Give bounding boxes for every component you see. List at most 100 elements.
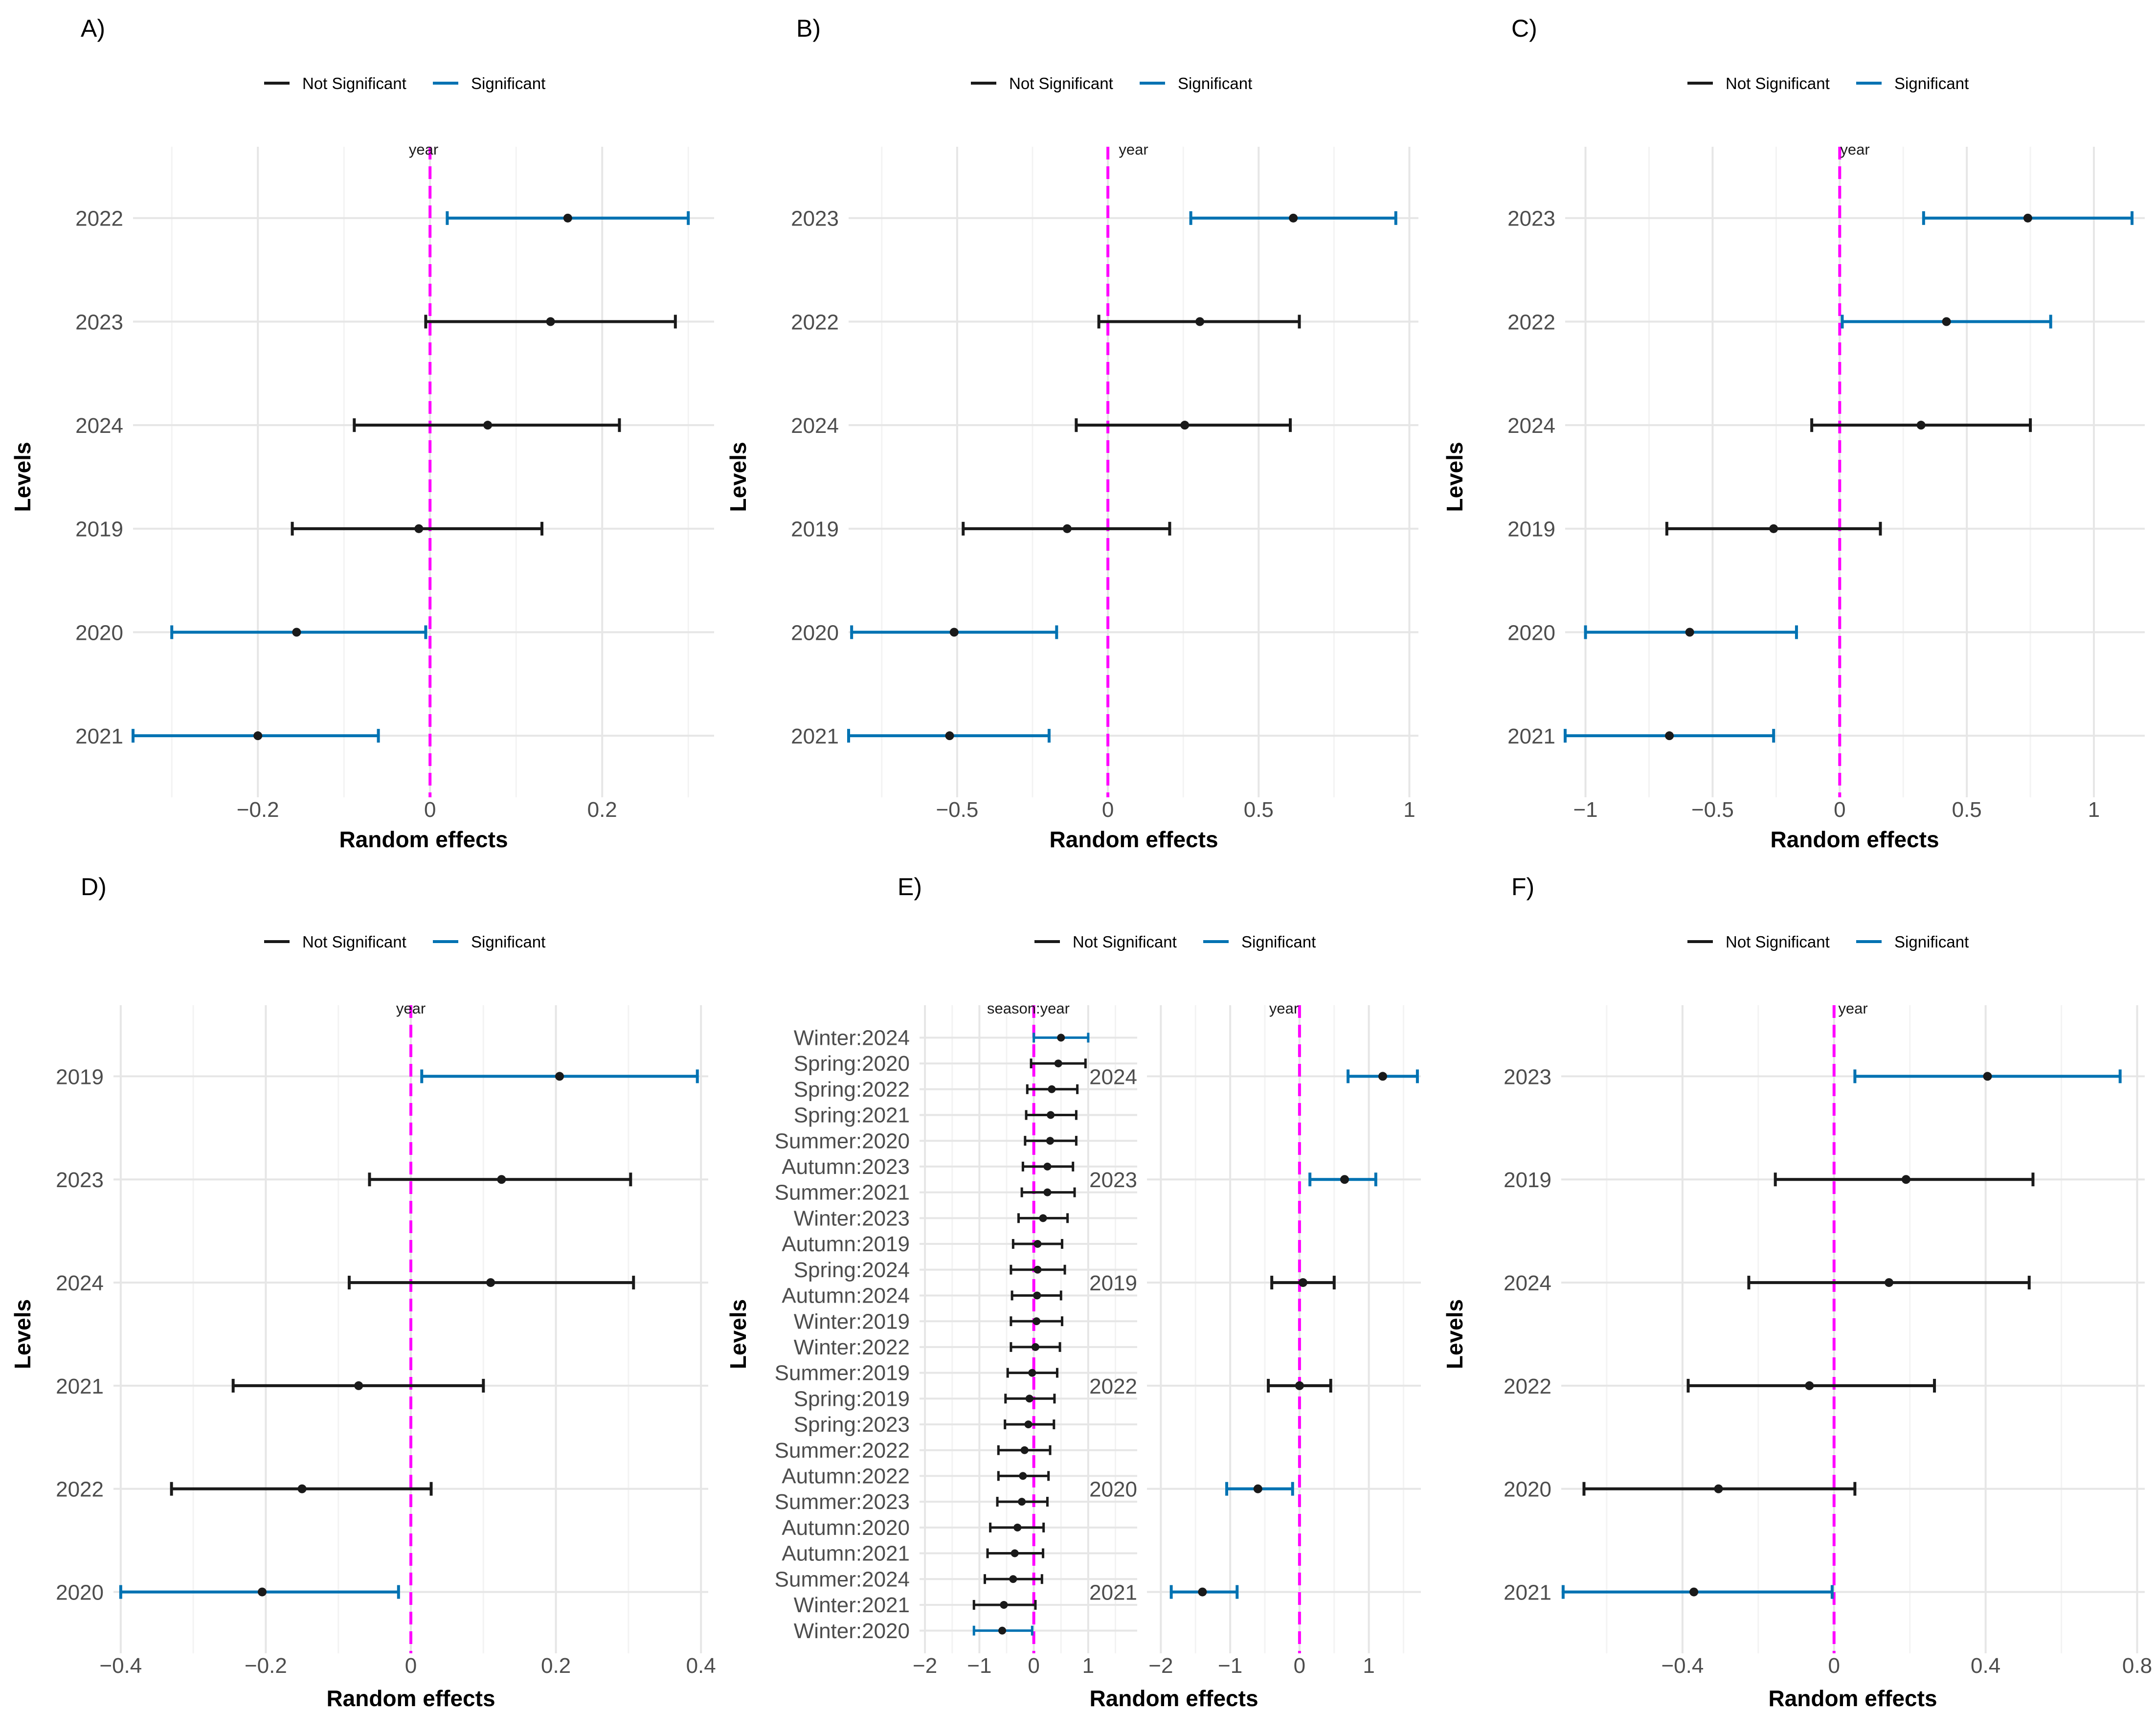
y-tick-label: Winter:2019 [794, 1309, 910, 1333]
y-tick-label: Summer:2020 [775, 1129, 910, 1153]
y-tick-label: 2021 [791, 724, 839, 748]
y-tick-label: 2022 [75, 207, 123, 231]
legend-label-significant: Significant [1178, 74, 1252, 92]
y-tick-label: 2023 [1504, 1065, 1551, 1089]
x-tick-label: 1 [1082, 1654, 1094, 1678]
estimate-point [1043, 1162, 1052, 1171]
y-tick-label: 2023 [56, 1168, 104, 1192]
estimate-point [1916, 421, 1926, 430]
estimate-point [1057, 1034, 1065, 1042]
y-tick-label: Spring:2020 [794, 1052, 910, 1076]
estimate-point [1062, 524, 1072, 533]
y-tick-label: 2024 [1504, 1271, 1551, 1295]
panel-label: B) [796, 15, 821, 42]
estimate-point [1033, 1317, 1041, 1326]
y-axis-title: Levels [725, 1299, 751, 1369]
y-tick-label: Spring:2019 [794, 1387, 910, 1411]
y-tick-label: 2023 [75, 310, 123, 334]
y-tick-label: Spring:2023 [794, 1413, 910, 1437]
estimate-point [563, 213, 572, 223]
x-axis-title: Random effects [1768, 1686, 1937, 1711]
x-tick-label: −2 [913, 1654, 937, 1678]
estimate-point [1805, 1381, 1814, 1390]
y-tick-label: 2021 [1507, 724, 1555, 748]
estimate-point [1033, 1291, 1041, 1300]
x-tick-label: 0.2 [541, 1654, 571, 1678]
facet-strip-label: year [409, 141, 438, 158]
panel-label: A) [81, 15, 105, 42]
estimate-point [555, 1072, 564, 1081]
x-tick-label: 0.5 [1952, 798, 1982, 822]
estimate-point [1054, 1059, 1062, 1068]
y-axis-title: Levels [725, 442, 751, 512]
estimate-point [546, 317, 555, 326]
y-tick-label: 2023 [791, 207, 839, 231]
facet-strip-label: season:year [987, 1000, 1070, 1017]
y-tick-label: Summer:2021 [775, 1181, 910, 1205]
estimate-point [1769, 524, 1778, 533]
legend-label-significant: Significant [471, 74, 545, 92]
estimate-point [1180, 421, 1190, 430]
y-tick-label: Winter:2022 [794, 1335, 910, 1359]
estimate-point [1253, 1484, 1262, 1493]
x-tick-label: 0 [1294, 1654, 1305, 1678]
y-tick-label: 2021 [1504, 1580, 1551, 1604]
estimate-point [1043, 1188, 1052, 1196]
y-tick-label: 2024 [1507, 414, 1555, 438]
estimate-point [414, 524, 424, 533]
estimate-point [1019, 1472, 1027, 1480]
estimate-point [1028, 1369, 1036, 1377]
x-tick-label: −0.4 [99, 1654, 142, 1678]
facet-strip-label: year [1119, 141, 1148, 158]
legend-label-not-significant: Not Significant [1073, 933, 1177, 951]
facet-strip-label: year [1269, 1000, 1299, 1017]
y-tick-label: 2024 [791, 414, 839, 438]
x-tick-label: 0.4 [686, 1654, 716, 1678]
estimate-point [1885, 1278, 1894, 1287]
y-tick-label: 2021 [1089, 1580, 1137, 1604]
x-tick-label: 1 [2088, 798, 2100, 822]
x-axis-title: Random effects [1089, 1686, 1258, 1711]
y-tick-label: Winter:2020 [794, 1619, 910, 1643]
x-tick-label: 0.8 [2122, 1654, 2152, 1678]
estimate-point [1013, 1523, 1022, 1532]
x-tick-label: −0.2 [237, 798, 279, 822]
estimate-point [1942, 317, 1951, 326]
estimate-point [1009, 1575, 1017, 1583]
estimate-point [949, 628, 959, 637]
x-tick-label: −0.5 [936, 798, 978, 822]
estimate-point [1046, 1137, 1054, 1145]
y-tick-label: Summer:2019 [775, 1361, 910, 1385]
y-tick-label: Autumn:2022 [782, 1464, 910, 1488]
estimate-point [1039, 1214, 1047, 1222]
legend-label-significant: Significant [1894, 74, 1969, 92]
estimate-point [486, 1278, 495, 1287]
y-tick-label: 2020 [791, 621, 839, 645]
estimate-point [1378, 1072, 1388, 1081]
x-tick-label: 0 [1828, 1654, 1840, 1678]
y-axis-title: Levels [1442, 442, 1467, 512]
y-tick-label: 2020 [1089, 1478, 1137, 1502]
estimate-point [1018, 1498, 1026, 1506]
facet-strip-label: year [1840, 141, 1869, 158]
y-tick-label: 2019 [1507, 518, 1555, 541]
y-tick-label: 2022 [1507, 310, 1555, 334]
x-tick-label: 0 [405, 1654, 417, 1678]
y-tick-label: Spring:2022 [794, 1078, 910, 1102]
y-tick-label: 2019 [1089, 1271, 1137, 1295]
x-tick-label: 1 [1403, 798, 1415, 822]
x-tick-label: 0 [1028, 1654, 1039, 1678]
estimate-point [1340, 1175, 1349, 1184]
y-tick-label: 2019 [56, 1065, 104, 1089]
estimate-point [483, 421, 493, 430]
y-tick-label: 2020 [1504, 1478, 1551, 1502]
x-tick-label: 0 [424, 798, 436, 822]
y-axis-title: Levels [1442, 1299, 1467, 1369]
estimate-point [1298, 1278, 1307, 1287]
y-tick-label: 2019 [75, 518, 123, 541]
y-tick-label: Summer:2024 [775, 1567, 910, 1591]
estimate-point [297, 1484, 307, 1493]
y-tick-label: Autumn:2024 [782, 1284, 910, 1308]
estimate-point [497, 1175, 506, 1184]
y-tick-label: Winter:2024 [794, 1026, 910, 1050]
